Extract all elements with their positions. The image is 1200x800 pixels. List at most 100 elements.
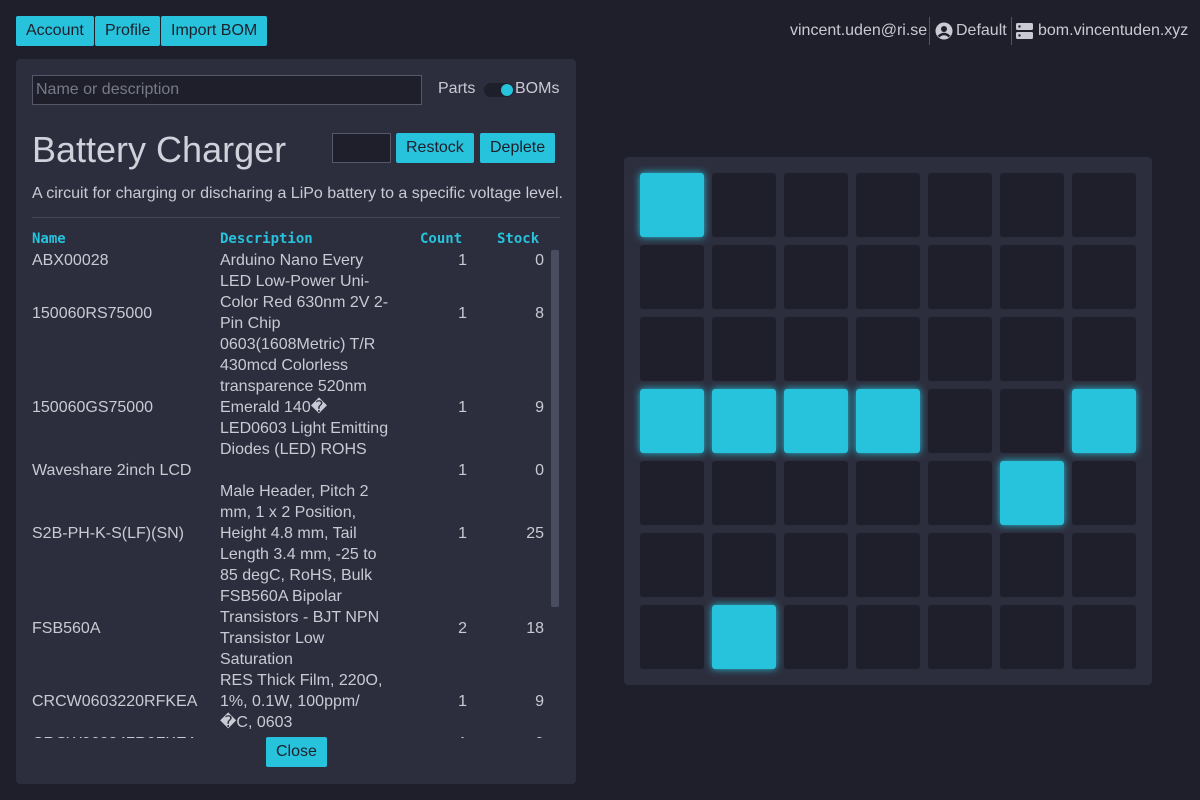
table-row[interactable]: S2B-PH-K-S(LF)(SN) Male Header, Pitch 2 m… [32, 481, 544, 586]
grid-cell[interactable] [856, 605, 920, 669]
grid-cell[interactable] [1072, 533, 1136, 597]
part-count: 1 [392, 733, 467, 738]
grid-cell[interactable] [640, 317, 704, 381]
close-button[interactable]: Close [266, 737, 327, 767]
part-stock: 25 [526, 525, 544, 542]
part-name: S2B-PH-K-S(LF)(SN) [32, 525, 185, 542]
grid-cell[interactable] [1000, 317, 1064, 381]
grid-cell[interactable] [784, 461, 848, 525]
part-stock: 18 [526, 619, 544, 637]
grid-cell[interactable] [640, 173, 704, 237]
grid-cell[interactable] [1072, 173, 1136, 237]
grid-cell[interactable] [1072, 245, 1136, 309]
nav-button[interactable]: Account [16, 16, 94, 46]
nav-button[interactable]: Profile [95, 16, 161, 46]
grid-cell[interactable] [1072, 605, 1136, 669]
part-count: 2 [458, 619, 467, 637]
grid-cell[interactable] [784, 317, 848, 381]
part-name: Waveshare 2inch LCD [32, 462, 192, 479]
part-stock: 8 [535, 304, 544, 322]
parts-table: Name Description Count Stock ABX00028 Arduino… [32, 229, 560, 738]
amount-input[interactable] [332, 133, 391, 163]
grid-cell[interactable] [640, 461, 704, 525]
grid-cell[interactable] [784, 245, 848, 309]
grid-cell[interactable] [856, 533, 920, 597]
part-name: 150060RS75000 [32, 304, 153, 322]
grid-cell[interactable] [928, 173, 992, 237]
grid-cell[interactable] [1000, 605, 1064, 669]
grid-cell[interactable] [928, 245, 992, 309]
part-description: Male Header, Pitch 2 mm, 1 x 2 Position,… [220, 483, 377, 584]
led-grid [624, 157, 1152, 685]
grid-cell[interactable] [640, 245, 704, 309]
table-row[interactable]: 150060GS75000 430mcd Colorless transparen… [32, 355, 544, 460]
user-icon [935, 22, 953, 40]
table-row[interactable]: CRCW0603220RFKEA RES Thick Film, 220O, 1%… [32, 670, 544, 733]
grid-cell[interactable] [712, 389, 776, 453]
bom-title: Battery Charger [32, 129, 287, 170]
table-row[interactable]: 150060RS75000 LED Low-Power Uni-Color Red… [32, 271, 544, 355]
part-stock: 9 [535, 693, 544, 710]
grid-cell[interactable] [928, 317, 992, 381]
grid-cell[interactable] [928, 461, 992, 525]
grid-cell[interactable] [1000, 245, 1064, 309]
part-count: 1 [458, 252, 467, 269]
part-stock: 9 [535, 399, 544, 416]
part-count: 1 [458, 525, 467, 542]
grid-cell[interactable] [784, 173, 848, 237]
grid-cell[interactable] [928, 533, 992, 597]
part-description: 430mcd Colorless transparence 520nm Emer… [220, 357, 389, 458]
part-description: RES Thick Film, 220O, 1%, 0.1W, 100ppm/�… [220, 672, 383, 731]
grid-cell[interactable] [1000, 173, 1064, 237]
part-stock: 0 [535, 252, 544, 269]
divider [1011, 17, 1012, 45]
restock-button[interactable]: Restock [396, 133, 474, 163]
table-row[interactable]: Waveshare 2inch LCD 1 0 [32, 460, 544, 481]
grid-cell[interactable] [712, 533, 776, 597]
table-row[interactable]: ABX00028 Arduino Nano Every 1 0 [32, 250, 544, 271]
grid-cell[interactable] [712, 245, 776, 309]
grid-cell[interactable] [856, 317, 920, 381]
grid-cell[interactable] [1072, 317, 1136, 381]
grid-cell[interactable] [640, 389, 704, 453]
table-row[interactable]: FSB560A FSB560A Bipolar Transistors - BJT… [32, 586, 544, 670]
part-count: 1 [458, 693, 467, 710]
grid-cell[interactable] [712, 317, 776, 381]
grid-cell[interactable] [1000, 461, 1064, 525]
grid-cell[interactable] [928, 389, 992, 453]
grid-cell[interactable] [1000, 533, 1064, 597]
profile[interactable]: Default [956, 22, 1007, 39]
grid-cell[interactable] [712, 605, 776, 669]
nav-button[interactable]: Import BOM [161, 16, 268, 46]
column-header: Stock [497, 231, 540, 247]
grid-cell[interactable] [640, 605, 704, 669]
grid-cell[interactable] [856, 461, 920, 525]
grid-cell[interactable] [1072, 461, 1136, 525]
grid-cell[interactable] [712, 461, 776, 525]
part-name: CRCW0603220RFKEA [32, 693, 198, 710]
grid-cell[interactable] [784, 605, 848, 669]
grid-cell[interactable] [928, 605, 992, 669]
server: bom.vincentuden.xyz [1038, 22, 1189, 39]
user-email: vincent.uden@ri.se [790, 22, 928, 39]
scrollbar[interactable] [551, 250, 559, 607]
part-name: FSB560A [32, 619, 101, 637]
grid-cell[interactable] [856, 245, 920, 309]
deplete-button[interactable]: Deplete [480, 133, 556, 163]
grid-cell[interactable] [784, 389, 848, 453]
toggle-right: BOMs [515, 80, 560, 97]
part-name: 150060GS75000 [32, 399, 153, 416]
grid-cell[interactable] [784, 533, 848, 597]
grid-cell[interactable] [1000, 389, 1064, 453]
search-input[interactable]: Name or description [32, 75, 422, 105]
table-row[interactable]: CRCW060347R0FKEA 19 [32, 733, 544, 738]
grid-cell[interactable] [640, 533, 704, 597]
grid-cell[interactable] [712, 173, 776, 237]
separator [32, 217, 560, 218]
bom-description: A circuit for charging or discharing a L… [32, 185, 563, 202]
grid-cell[interactable] [856, 389, 920, 453]
toggle[interactable] [484, 83, 514, 97]
divider [929, 17, 930, 45]
grid-cell[interactable] [856, 173, 920, 237]
grid-cell[interactable] [1072, 389, 1136, 453]
